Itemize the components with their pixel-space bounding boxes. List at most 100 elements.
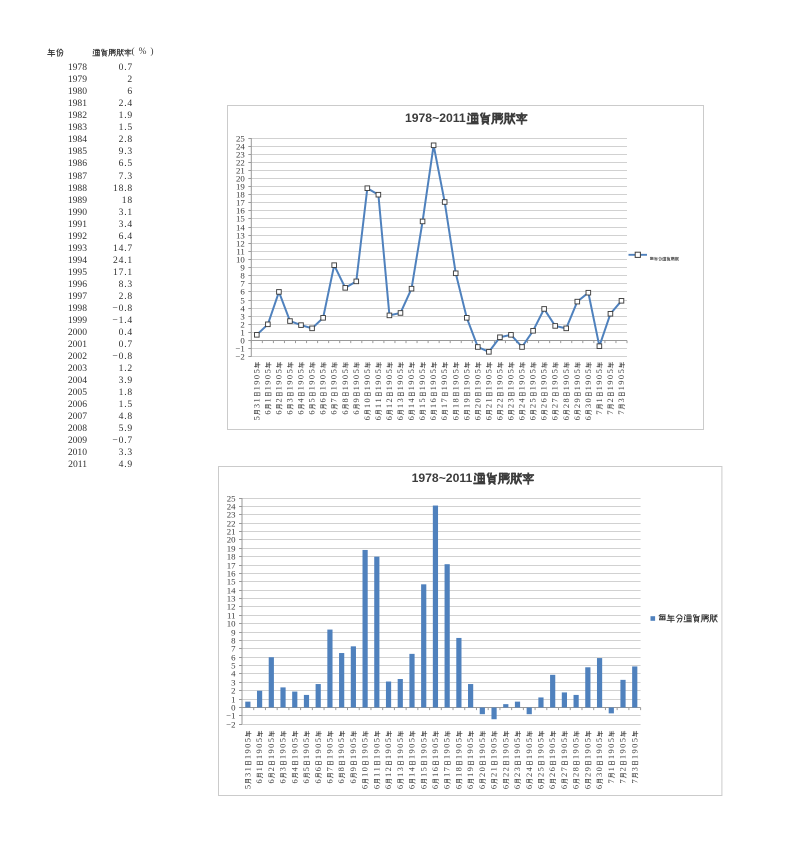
- svg-text:0: 0: [352, 375, 361, 379]
- svg-text:6: 6: [384, 785, 393, 789]
- svg-text:0: 0: [337, 744, 346, 748]
- svg-text:3: 3: [507, 398, 516, 402]
- svg-text:6: 6: [372, 785, 381, 789]
- svg-text:0: 0: [363, 375, 372, 379]
- svg-text:9: 9: [501, 749, 510, 753]
- svg-text:5: 5: [473, 369, 482, 373]
- svg-text:1: 1: [484, 386, 493, 390]
- svg-text:5: 5: [607, 738, 616, 742]
- svg-text:2: 2: [274, 398, 283, 402]
- svg-text:6: 6: [274, 410, 283, 414]
- svg-text:3: 3: [243, 773, 252, 777]
- svg-text:0: 0: [595, 744, 604, 748]
- svg-text:20: 20: [227, 534, 236, 544]
- svg-text:5: 5: [429, 369, 438, 373]
- svg-text:3: 3: [396, 398, 405, 402]
- svg-text:3: 3: [584, 404, 593, 408]
- svg-text:1: 1: [429, 404, 438, 408]
- svg-text:1: 1: [431, 755, 440, 759]
- svg-text:6: 6: [548, 785, 557, 789]
- svg-text:5: 5: [286, 369, 295, 373]
- svg-text:5: 5: [363, 369, 372, 373]
- svg-text:2: 2: [267, 767, 276, 771]
- svg-text:0: 0: [361, 767, 370, 771]
- svg-text:2: 2: [606, 398, 615, 402]
- svg-text:9: 9: [314, 749, 323, 753]
- svg-text:2: 2: [518, 404, 527, 408]
- svg-text:0: 0: [560, 744, 569, 748]
- svg-text:4: 4: [290, 766, 299, 771]
- svg-text:1: 1: [462, 404, 471, 408]
- svg-text:9: 9: [352, 398, 361, 402]
- svg-text:1: 1: [407, 404, 416, 408]
- svg-text:0: 0: [252, 375, 261, 379]
- svg-text:5: 5: [451, 369, 460, 373]
- svg-text:7: 7: [231, 643, 236, 653]
- svg-text:7: 7: [595, 410, 604, 414]
- svg-text:17: 17: [236, 197, 245, 207]
- svg-text:24: 24: [227, 501, 236, 511]
- svg-text:1: 1: [466, 773, 475, 777]
- svg-text:9: 9: [573, 381, 582, 385]
- svg-text:1: 1: [349, 755, 358, 759]
- svg-text:0: 0: [349, 744, 358, 748]
- svg-text:6: 6: [396, 416, 405, 420]
- svg-text:3: 3: [286, 398, 295, 402]
- svg-text:0: 0: [473, 375, 482, 379]
- svg-text:9: 9: [243, 749, 252, 753]
- svg-text:16: 16: [236, 205, 245, 215]
- svg-text:0: 0: [319, 375, 328, 379]
- svg-text:1978~2011: 1978~2011: [405, 111, 466, 125]
- svg-text:2: 2: [548, 773, 557, 777]
- svg-text:9: 9: [290, 749, 299, 753]
- svg-text:12: 12: [236, 238, 245, 248]
- svg-text:1: 1: [374, 398, 383, 402]
- svg-text:9: 9: [263, 381, 272, 385]
- svg-text:6: 6: [551, 416, 560, 420]
- svg-text:3: 3: [513, 767, 522, 771]
- svg-text:2: 2: [537, 773, 546, 777]
- svg-text:4: 4: [525, 766, 534, 771]
- svg-text:23: 23: [227, 509, 236, 519]
- svg-text:6: 6: [337, 779, 346, 783]
- svg-text:6: 6: [308, 410, 317, 414]
- svg-text:6: 6: [361, 785, 370, 789]
- svg-text:6: 6: [573, 416, 582, 420]
- svg-text:6: 6: [429, 398, 438, 402]
- svg-text:0: 0: [462, 375, 471, 379]
- svg-text:1: 1: [525, 755, 534, 759]
- svg-text:5: 5: [595, 369, 604, 373]
- svg-text:1: 1: [255, 755, 264, 759]
- svg-text:6: 6: [513, 785, 522, 789]
- svg-text:9: 9: [619, 749, 628, 753]
- svg-text:1: 1: [443, 773, 452, 777]
- svg-text:5: 5: [330, 369, 339, 373]
- svg-text:6: 6: [314, 779, 323, 783]
- svg-text:1: 1: [573, 386, 582, 390]
- svg-text:1: 1: [466, 755, 475, 759]
- svg-text:7: 7: [607, 779, 616, 783]
- svg-text:9: 9: [537, 749, 546, 753]
- svg-text:6: 6: [466, 785, 475, 789]
- svg-text:5: 5: [302, 767, 311, 771]
- svg-text:9: 9: [540, 381, 549, 385]
- svg-text:9: 9: [349, 749, 358, 753]
- svg-text:9: 9: [573, 398, 582, 402]
- svg-text:7: 7: [617, 410, 626, 414]
- svg-text:0: 0: [374, 375, 383, 379]
- svg-text:1: 1: [418, 404, 427, 408]
- svg-text:9: 9: [440, 381, 449, 385]
- svg-text:0: 0: [302, 744, 311, 748]
- svg-text:2: 2: [619, 767, 628, 771]
- svg-text:0: 0: [255, 744, 264, 748]
- svg-text:3: 3: [630, 767, 639, 771]
- svg-text:8: 8: [572, 767, 581, 771]
- svg-text:0: 0: [583, 744, 592, 748]
- svg-text:1: 1: [240, 327, 244, 337]
- svg-text:0: 0: [619, 744, 628, 748]
- svg-text:0: 0: [330, 375, 339, 379]
- svg-text:8: 8: [231, 635, 236, 645]
- svg-text:1: 1: [440, 386, 449, 390]
- svg-text:5: 5: [349, 738, 358, 742]
- svg-text:6: 6: [418, 416, 427, 420]
